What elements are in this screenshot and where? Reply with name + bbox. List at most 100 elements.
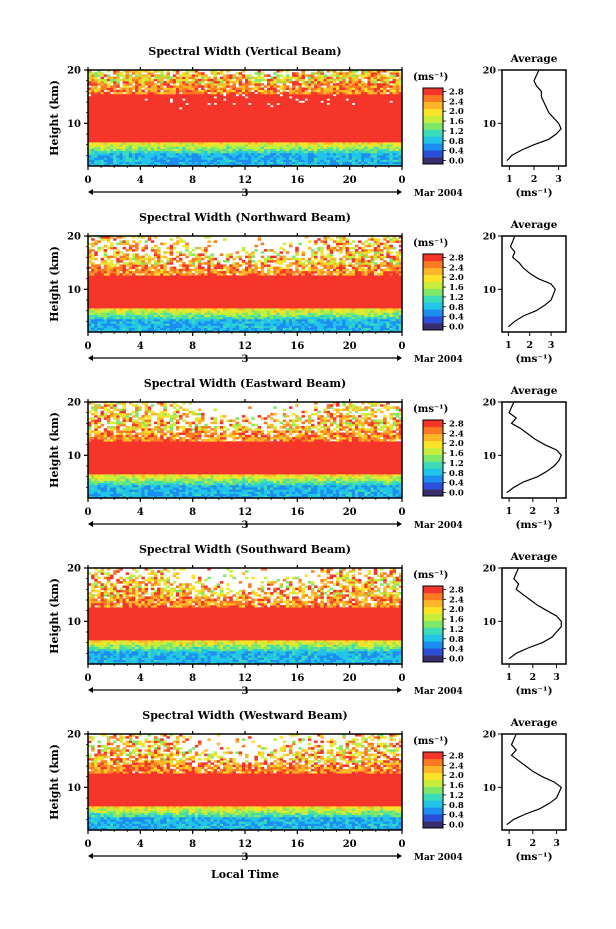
profile-x-label: (ms⁻¹) [515,187,552,199]
x-tick-label: 4 [137,341,144,352]
colorbar-tick-label: 2.4 [449,263,464,273]
profile-frame [501,69,567,167]
colorbar-tick-label: 0.0 [449,821,464,831]
profile-frame [501,401,567,499]
profile-title: Average [510,551,558,563]
y-axis-label: Height (km) [48,80,61,156]
profile-frame [501,567,567,665]
profile-line [508,567,562,660]
colorbar [422,419,444,497]
heatmap [88,734,402,830]
panel-4: Spectral Width (Southward Beam) Height (k… [48,543,567,697]
panel-title: Spectral Width (Southward Beam) [139,543,351,556]
colorbar-tick-label: 2.8 [449,419,464,429]
x-tick-label: 8 [189,673,196,684]
x-tick-label: 16 [290,175,304,186]
colorbar-tick-label: 2.8 [449,253,464,263]
profile-title: Average [510,53,558,65]
y-tick-label: 10 [67,285,81,296]
x-tick-label: 8 [189,341,196,352]
colorbar-tick-label: 1.2 [449,459,464,469]
profile-y-tick-label: 20 [483,730,497,741]
x-tick-label: 8 [189,175,196,186]
panel-title: Spectral Width (Eastward Beam) [144,377,346,390]
x-tick-label: 16 [290,673,304,684]
profile-x-tick-label: 1 [506,174,513,185]
x-tick-label: 12 [238,673,252,684]
colorbar-tick-label: 0.8 [449,801,464,811]
colorbar-tick-label: 0.8 [449,635,464,645]
x-tick-label: 20 [343,507,357,518]
colorbar-tick-label: 1.2 [449,791,464,801]
x-tick-label: 12 [238,175,252,186]
heatmap [88,568,402,664]
y-tick-label: 20 [67,232,81,243]
colorbar-tick-label: 0.0 [449,157,464,167]
colorbar-tick-label: 1.6 [449,781,464,791]
colorbar-tick-label: 1.6 [449,615,464,625]
date-label: Mar 2004 [414,355,463,365]
profile-line [506,401,563,494]
profile-x-tick-label: 1 [505,340,512,351]
x-tick-label: 20 [343,175,357,186]
y-tick-label: 20 [67,564,81,575]
x-tick-label: 0 [85,839,92,850]
x-tick-label: 0 [399,341,406,352]
profile-title: Average [510,219,558,231]
profile-y-tick-label: 10 [483,617,497,628]
colorbar-tick-label: 0.4 [449,811,464,821]
date-label: Mar 2004 [414,521,463,531]
day-label: 3 [242,188,249,199]
x-tick-label: 4 [137,507,144,518]
x-tick-label: 16 [290,839,304,850]
panel-2: Spectral Width (Northward Beam) Height (k… [48,211,567,365]
date-label: Mar 2004 [414,687,463,697]
colorbar-tick-label: 2.8 [449,585,464,595]
panel-title: Spectral Width (Westward Beam) [142,709,347,722]
colorbar-tick-label: 0.0 [449,489,464,499]
colorbar-tick-label: 1.6 [449,117,464,127]
profile-panel: Average 1 2 3 20 10 (ms⁻¹) [483,385,567,531]
profile-line [508,235,556,328]
colorbar-tick-label: 0.4 [449,313,464,323]
profile-x-label: (ms⁻¹) [515,519,552,531]
day-label: 3 [242,852,249,863]
profile-x-label: (ms⁻¹) [515,851,552,863]
heatmap [88,236,402,332]
profile-frame [501,235,567,333]
panel-1: Spectral Width (Vertical Beam) Height (km… [48,45,567,199]
x-tick-label: 0 [85,507,92,518]
profile-y-tick-label: 10 [483,783,497,794]
colorbar-tick-label: 2.0 [449,107,464,117]
day-label: 3 [242,686,249,697]
profile-y-tick-label: 20 [483,232,497,243]
x-tick-label: 4 [137,175,144,186]
profile-x-tick-label: 1 [506,838,513,849]
colorbar-tick-label: 0.0 [449,323,464,333]
colorbar-tick-label: 2.8 [449,751,464,761]
colorbar-unit: (ms⁻¹) [413,72,448,83]
colorbar-tick-label: 0.4 [449,147,464,157]
colorbar-unit: (ms⁻¹) [413,238,448,249]
profile-y-tick-label: 20 [483,564,497,575]
y-tick-label: 10 [67,617,81,628]
colorbar-tick-label: 1.6 [449,283,464,293]
y-axis-label: Height (km) [48,246,61,322]
profile-x-tick-label: 1 [506,672,513,683]
profile-x-tick-label: 3 [553,838,560,849]
colorbar-tick-label: 0.8 [449,303,464,313]
x-tick-label: 0 [399,839,406,850]
x-tick-label: 12 [238,839,252,850]
x-tick-label: 20 [343,673,357,684]
colorbar-unit: (ms⁻¹) [413,404,448,415]
x-tick-label: 8 [189,507,196,518]
colorbar-tick-label: 2.8 [449,87,464,97]
colorbar-tick-label: 2.0 [449,273,464,283]
x-tick-label: 0 [85,175,92,186]
panel-title: Spectral Width (Northward Beam) [139,211,351,224]
profile-x-tick-label: 2 [530,506,537,517]
colorbar [422,751,444,829]
colorbar-tick-label: 2.4 [449,761,464,771]
y-tick-label: 10 [67,783,81,794]
